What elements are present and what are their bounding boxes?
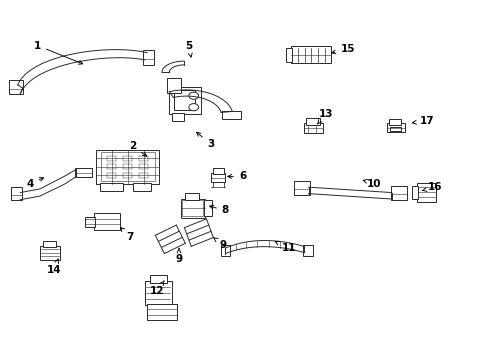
Text: 1: 1 <box>34 41 83 64</box>
Bar <box>94 213 121 230</box>
Text: 16: 16 <box>422 182 443 192</box>
FancyBboxPatch shape <box>144 50 154 65</box>
Bar <box>100 183 123 192</box>
Text: 11: 11 <box>275 241 296 253</box>
Bar <box>107 173 116 178</box>
Bar <box>389 120 401 125</box>
Bar <box>417 183 436 202</box>
Bar <box>294 181 311 195</box>
Bar <box>169 87 201 114</box>
Bar <box>107 156 116 161</box>
Bar <box>172 113 184 121</box>
Text: 9: 9 <box>175 248 183 264</box>
Bar <box>133 183 151 192</box>
Bar <box>139 165 147 170</box>
Text: 4: 4 <box>26 177 44 189</box>
Bar <box>167 78 181 94</box>
FancyBboxPatch shape <box>9 80 23 94</box>
Bar <box>286 48 293 62</box>
Bar <box>304 123 323 133</box>
Bar <box>40 246 60 260</box>
Bar <box>174 90 195 110</box>
Bar <box>185 193 199 200</box>
Bar <box>306 118 320 125</box>
Bar <box>107 165 116 170</box>
Bar <box>412 186 418 199</box>
Bar <box>96 149 159 184</box>
Bar <box>11 187 22 200</box>
Text: 6: 6 <box>228 171 246 181</box>
Text: 7: 7 <box>121 228 134 242</box>
Bar <box>145 282 172 305</box>
Bar <box>204 201 212 216</box>
Bar <box>213 168 223 174</box>
Circle shape <box>189 92 198 99</box>
Text: 3: 3 <box>196 132 215 149</box>
Bar <box>391 186 407 201</box>
Text: 15: 15 <box>332 44 355 54</box>
Bar <box>182 201 203 216</box>
Bar <box>220 245 230 256</box>
Bar <box>150 275 167 283</box>
Bar <box>101 152 155 181</box>
Bar <box>387 123 405 132</box>
Text: 10: 10 <box>363 179 382 189</box>
Bar <box>43 240 56 247</box>
Text: 2: 2 <box>129 141 147 156</box>
Text: 12: 12 <box>150 281 164 296</box>
Bar <box>85 217 95 227</box>
Text: 13: 13 <box>318 109 333 124</box>
Bar <box>123 173 132 178</box>
Bar <box>222 111 241 120</box>
Bar <box>292 46 331 63</box>
Bar <box>147 304 176 320</box>
Text: 9: 9 <box>214 238 226 249</box>
Bar <box>75 168 92 177</box>
Bar <box>139 156 147 161</box>
Bar <box>123 156 132 161</box>
Bar <box>139 173 147 178</box>
Bar <box>303 245 314 256</box>
Circle shape <box>189 104 198 111</box>
Text: 8: 8 <box>210 205 229 216</box>
Bar <box>180 199 205 218</box>
Bar <box>123 165 132 170</box>
Text: 14: 14 <box>47 259 62 275</box>
Text: 17: 17 <box>413 116 434 126</box>
Text: 5: 5 <box>185 41 193 57</box>
Bar <box>390 127 401 131</box>
Bar <box>211 173 225 182</box>
